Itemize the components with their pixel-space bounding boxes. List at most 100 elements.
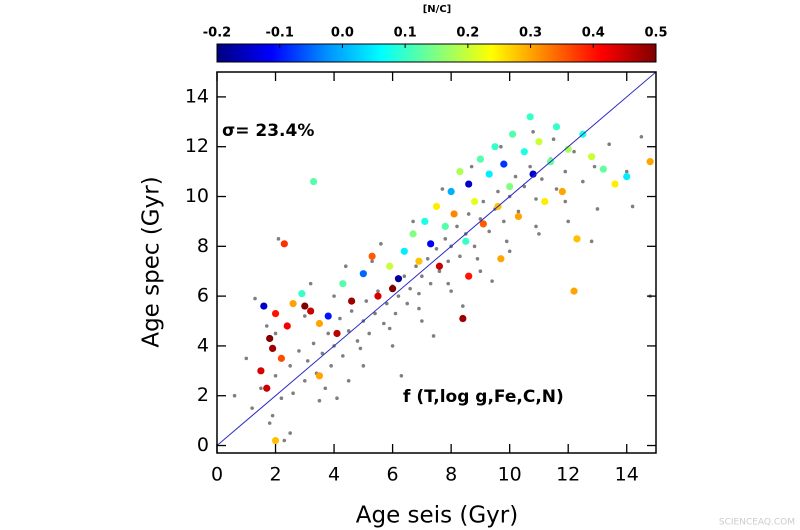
- point: [276, 237, 281, 241]
- colored-point: [315, 372, 324, 380]
- point: [288, 431, 292, 435]
- point: [329, 364, 333, 368]
- colorbar-tick-label: 0.3: [519, 26, 542, 41]
- colored-point: [283, 322, 291, 330]
- colored-point: [432, 202, 441, 211]
- point: [250, 406, 254, 410]
- colored-point: [298, 290, 306, 298]
- colored-point: [570, 287, 578, 295]
- colorbar-title: [N/C]: [423, 4, 452, 15]
- point: [349, 309, 354, 313]
- colored-point: [271, 436, 280, 445]
- annotation-formula: f (T,log g,Fe,C,N): [403, 387, 564, 407]
- point: [595, 207, 600, 211]
- point: [446, 281, 451, 286]
- colored-point: [491, 143, 499, 151]
- point: [428, 281, 433, 286]
- colored-point: [611, 180, 619, 188]
- point: [431, 334, 436, 338]
- colored-point: [459, 314, 467, 323]
- colored-point: [359, 270, 367, 278]
- y-tick-label: 14: [185, 85, 209, 107]
- colored-point: [263, 384, 271, 392]
- colored-point: [257, 367, 265, 375]
- point: [320, 351, 325, 356]
- point: [408, 286, 412, 291]
- point: [420, 274, 424, 278]
- point: [361, 364, 366, 368]
- x-tick-label: 10: [498, 464, 522, 486]
- point: [379, 242, 383, 246]
- colored-point: [280, 240, 288, 248]
- colored-point: [409, 230, 417, 238]
- colored-point: [558, 187, 566, 196]
- point: [399, 374, 404, 378]
- colored-point: [339, 280, 347, 288]
- point: [449, 289, 453, 293]
- point: [267, 421, 272, 425]
- point: [253, 296, 257, 301]
- point: [317, 398, 322, 403]
- point: [259, 386, 263, 391]
- colored-point: [427, 240, 435, 248]
- colorbar: [216, 43, 657, 63]
- point: [481, 199, 486, 204]
- point: [244, 356, 249, 361]
- x-tick-label: 4: [328, 464, 340, 486]
- colorbar-tick-label: 0.1: [394, 26, 417, 41]
- point: [417, 306, 421, 311]
- colored-point: [573, 235, 581, 243]
- x-tick-label: 12: [556, 464, 580, 486]
- point: [554, 187, 559, 191]
- point: [466, 212, 471, 216]
- point: [490, 279, 494, 283]
- colored-point: [435, 262, 444, 270]
- colorbar-tick-label: 0.4: [582, 26, 605, 41]
- point: [343, 264, 348, 269]
- y-tick-label: 12: [185, 135, 209, 157]
- point: [264, 324, 269, 328]
- colored-point: [309, 177, 318, 186]
- point: [478, 217, 483, 221]
- point: [414, 264, 418, 269]
- colored-point: [277, 354, 285, 362]
- point: [332, 294, 336, 298]
- x-tick-label: 0: [211, 464, 223, 486]
- point: [405, 301, 410, 306]
- colored-point: [588, 153, 596, 161]
- colored-point: [485, 170, 493, 178]
- colored-point: [462, 237, 470, 245]
- x-tick-label: 6: [387, 464, 399, 486]
- point: [592, 164, 597, 169]
- colorbar-tick-label: 0.5: [644, 26, 667, 41]
- point: [461, 304, 465, 308]
- colored-point: [623, 172, 631, 181]
- colored-point: [266, 334, 274, 343]
- colored-point: [400, 247, 408, 255]
- point: [311, 341, 316, 346]
- point: [384, 301, 389, 306]
- point: [270, 413, 275, 418]
- colored-point: [520, 148, 528, 156]
- colored-point: [386, 262, 394, 270]
- colorbar-tick-label: -0.2: [203, 26, 231, 41]
- point: [531, 129, 535, 134]
- one-to-one-line: [217, 72, 656, 446]
- point: [458, 254, 462, 259]
- colored-point: [315, 319, 324, 328]
- point: [308, 281, 313, 286]
- point: [420, 319, 424, 323]
- x-tick-label: 8: [445, 464, 457, 486]
- point: [434, 247, 439, 251]
- watermark: SCIENCEAQ.COM: [719, 518, 795, 528]
- point: [469, 164, 474, 169]
- point: [338, 316, 342, 321]
- colored-point: [465, 180, 473, 188]
- point: [305, 359, 310, 363]
- point: [551, 137, 556, 142]
- point: [440, 187, 445, 191]
- point: [364, 299, 369, 303]
- point: [504, 239, 509, 244]
- point: [411, 219, 415, 224]
